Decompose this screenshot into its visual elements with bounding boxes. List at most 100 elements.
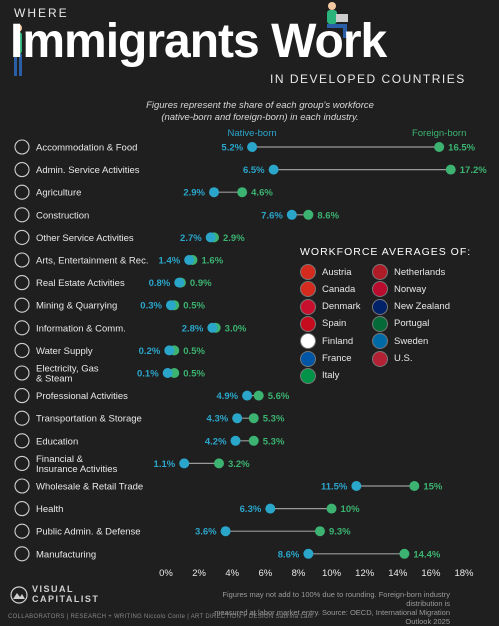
native-born-value-label: 6.3% (240, 504, 262, 515)
native-born-legend-label: Native-born (228, 128, 277, 139)
native-born-point (230, 435, 241, 446)
foreign-born-point (213, 458, 224, 469)
foreign-born-value-label: 4.6% (251, 188, 273, 199)
native-born-point (174, 277, 185, 288)
country-legend-item: Spain (300, 315, 347, 332)
native-born-point (220, 526, 231, 537)
native-born-value-label: 3.6% (195, 527, 217, 538)
finland-flag-icon (300, 333, 316, 350)
native-born-value-label: 7.6% (261, 210, 283, 221)
foreign-born-point (237, 187, 248, 198)
country-name: Spain (322, 318, 347, 330)
country-legend-item: Austria (300, 264, 352, 280)
x-tick-label: 2% (192, 568, 206, 579)
country-legend-item: Sweden (372, 333, 429, 350)
category-label: Electricity, Gas & Steam (36, 364, 99, 385)
country-legend-item: Italy (300, 367, 340, 384)
foreign-born-value-label: 14.4% (413, 549, 440, 560)
tractor-icon (14, 184, 30, 200)
cutlery-icon (14, 139, 30, 155)
native-born-value-label: 0.3% (140, 301, 162, 312)
x-tick-label: 18% (454, 568, 474, 579)
visual-capitalist-logo: VISUAL CAPITALIST (10, 584, 99, 604)
foreign-born-value-label: 0.5% (183, 369, 205, 380)
category-label: Transportation & Storage (36, 414, 142, 425)
country-name: Finland (322, 335, 354, 347)
foreign-born-point (248, 435, 259, 446)
native-born-value-label: 4.3% (207, 414, 229, 425)
native-born-value-label: 1.1% (154, 459, 176, 470)
native-born-value-label: 4.2% (205, 436, 227, 447)
x-tick-label: 16% (421, 568, 441, 579)
portugal-flag-icon (372, 315, 388, 332)
native-born-value-label: 4.9% (216, 391, 238, 402)
native-born-value-label: 5.2% (221, 143, 243, 154)
category-label: Wholesale & Retail Trade (36, 482, 143, 493)
canada-flag-icon (300, 281, 316, 298)
x-tick-label: 6% (258, 568, 272, 579)
foreign-born-point (445, 164, 456, 175)
native-born-value-label: 2.7% (180, 233, 202, 244)
category-label: Information & Comm. (36, 323, 126, 334)
country-name: Norway (394, 283, 427, 295)
chat-icon (14, 320, 30, 336)
person-illustration-icon (14, 24, 22, 76)
foreign-born-legend-label: Foreign-born (412, 128, 466, 139)
category-label: Admin. Service Activities (36, 165, 140, 176)
laptop-worker-illustration-icon (327, 2, 348, 38)
native-born-point (242, 390, 253, 401)
foreign-born-value-label: 5.3% (263, 414, 285, 425)
foreign-born-value-label: 17.2% (460, 165, 487, 176)
category-label: Other Service Activities (36, 233, 134, 244)
x-tick-label: 10% (322, 568, 342, 579)
title-prefix: WHERE (14, 6, 69, 20)
category-label: Financial & Insurance Activities (36, 454, 118, 475)
italy-flag-icon (300, 367, 316, 384)
sweden-flag-icon (372, 333, 388, 350)
native-born-point (268, 164, 279, 175)
country-legend-item: New Zealand (372, 298, 450, 315)
foreign-born-point (326, 503, 337, 514)
hard-hat-icon (14, 207, 30, 223)
country-name: Canada (322, 283, 356, 295)
country-name: U.S. (394, 353, 413, 364)
country-legend-item: Netherlands (372, 264, 445, 280)
footnote-line: Figures may not add to 100% due to round… (222, 590, 450, 608)
category-label: Accommodation & Food (36, 143, 137, 154)
foreign-born-point (248, 413, 259, 424)
category-label: Water Supply (36, 346, 93, 357)
x-tick-label: 4% (225, 568, 239, 579)
figures-note-line: (native-born and foreign-born) in each i… (161, 112, 359, 123)
country-name: Sweden (394, 335, 429, 347)
graduation-cap-icon (14, 433, 30, 449)
x-tick-label: 14% (388, 568, 408, 579)
native-born-value-label: 0.2% (139, 346, 161, 357)
foreign-born-value-label: 5.3% (263, 436, 285, 447)
pickaxe-icon (14, 297, 30, 313)
austria-flag-icon (300, 264, 316, 280)
category-label: Health (36, 504, 63, 515)
logo-line: CAPITALIST (32, 594, 100, 604)
category-label: Real Estate Activities (36, 278, 125, 289)
native-born-value-label: 2.8% (182, 323, 204, 334)
x-tick-label: 0% (159, 568, 173, 579)
native-born-value-label: 2.9% (183, 188, 205, 199)
foreign-born-value-label: 10% (341, 504, 361, 515)
native-born-value-label: 8.6% (278, 549, 300, 560)
country-legend-item: France (300, 350, 352, 367)
foreign-born-point (434, 142, 445, 152)
category-label: Mining & Quarrying (36, 301, 117, 312)
native-born-point (179, 458, 190, 469)
category-label: Construction (36, 210, 89, 221)
country-name: Italy (322, 370, 340, 382)
norway-flag-icon (372, 281, 388, 298)
native-born-point (247, 142, 258, 152)
clipboard-icon (14, 162, 30, 178)
country-legend-item: U.S. (372, 350, 413, 367)
foreign-born-value-label: 0.5% (183, 346, 205, 357)
native-born-point (205, 232, 216, 243)
source-footnote: Figures may not add to 100% due to round… (195, 590, 450, 626)
category-label: Arts, Entertainment & Rec. (36, 256, 148, 267)
truck-icon (14, 410, 30, 426)
